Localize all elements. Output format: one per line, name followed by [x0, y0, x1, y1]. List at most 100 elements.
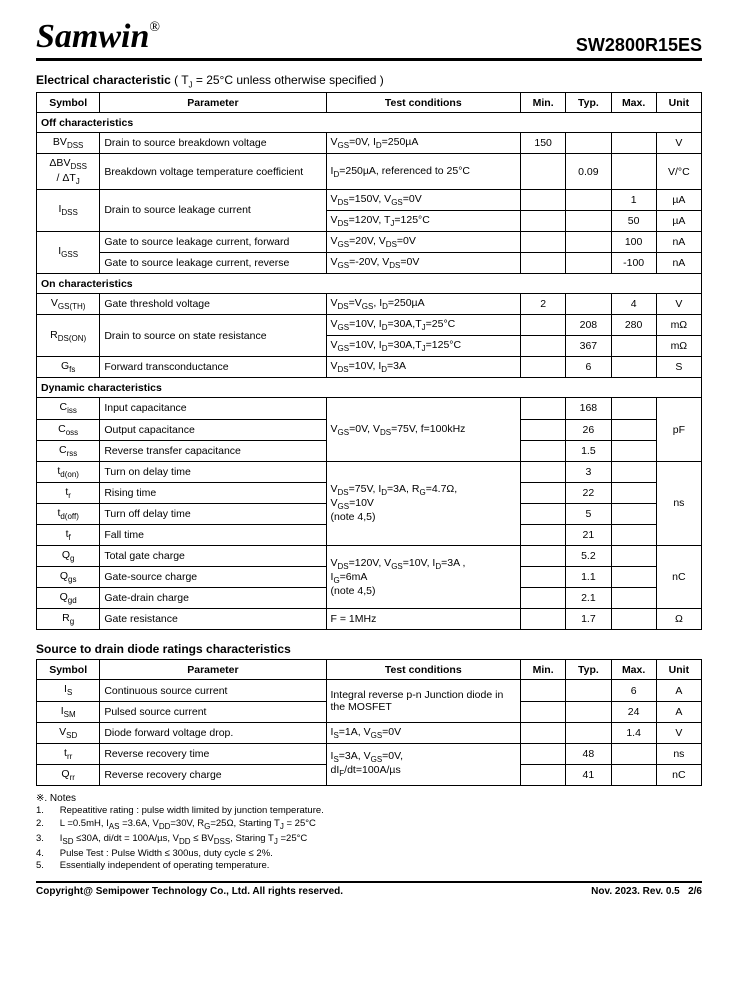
cell-typ [566, 701, 611, 722]
cell-max: 100 [611, 231, 656, 252]
cell-max: 280 [611, 315, 656, 336]
th-min: Min. [521, 660, 566, 680]
table-row: td(on) Turn on delay time VDS=75V, ID=3A… [37, 461, 702, 482]
cell-max [611, 524, 656, 545]
cell-sym: Qgd [37, 588, 100, 609]
cell-sym: RDS(ON) [37, 315, 100, 357]
on-char-header: On characteristics [37, 274, 702, 294]
note-4: 4. Pulse Test : Pulse Width ≤ 300us, dut… [36, 848, 702, 861]
cell-min [521, 722, 566, 743]
cell-typ [566, 189, 611, 210]
cell-max [611, 419, 656, 440]
th-unit: Unit [656, 93, 701, 113]
cell-typ: 6 [566, 357, 611, 378]
cell-sym: IDSS [37, 189, 100, 231]
cell-sym: IGSS [37, 231, 100, 273]
cell-min [521, 252, 566, 273]
cell-max [611, 546, 656, 567]
cell-cond: IS=1A, VGS=0V [326, 722, 521, 743]
cell-param: Gate threshold voltage [100, 294, 326, 315]
cell-sym: Gfs [37, 357, 100, 378]
cell-unit: nA [656, 252, 701, 273]
cell-max: 4 [611, 294, 656, 315]
cell-unit: V [656, 722, 701, 743]
table-row: RDS(ON) Drain to source on state resista… [37, 315, 702, 336]
cell-sym: Qg [37, 546, 100, 567]
footer-copyright: Copyright@ Semipower Technology Co., Ltd… [36, 886, 343, 897]
cell-min: 150 [521, 133, 566, 154]
table-row: IDSS Drain to source leakage current VDS… [37, 189, 702, 210]
cell-min [521, 503, 566, 524]
cell-typ [566, 133, 611, 154]
cell-unit: mΩ [656, 336, 701, 357]
cell-min [521, 764, 566, 785]
cell-typ [566, 294, 611, 315]
cell-min [521, 609, 566, 630]
diode-title: Source to drain diode ratings characteri… [36, 642, 702, 656]
cell-sym: Rg [37, 609, 100, 630]
cell-typ: 48 [566, 743, 611, 764]
cell-typ: 21 [566, 524, 611, 545]
cell-sym: Coss [37, 419, 100, 440]
table-header-row: Symbol Parameter Test conditions Min. Ty… [37, 93, 702, 113]
table-row: IS Continuous source current Integral re… [37, 680, 702, 701]
cell-param: Input capacitance [100, 398, 326, 419]
cell-cond: VGS=0V, VDS=75V, f=100kHz [326, 398, 521, 461]
cell-min [521, 315, 566, 336]
cell-min [521, 336, 566, 357]
elec-table: Symbol Parameter Test conditions Min. Ty… [36, 92, 702, 630]
cell-max [611, 482, 656, 503]
cell-max [611, 609, 656, 630]
cell-param: Drain to source on state resistance [100, 315, 326, 357]
cell-unit: µA [656, 189, 701, 210]
notes-title: ※. Notes [36, 792, 702, 806]
cell-typ: 41 [566, 764, 611, 785]
cell-typ [566, 231, 611, 252]
table-row: VGS(TH) Gate threshold voltage VDS=VGS, … [37, 294, 702, 315]
cell-min [521, 189, 566, 210]
cell-cond: VDS=VGS, ID=250µA [326, 294, 521, 315]
table-row: Gate to source leakage current, reverse … [37, 252, 702, 273]
cell-unit: A [656, 701, 701, 722]
cell-max [611, 503, 656, 524]
cell-param: Gate-drain charge [100, 588, 326, 609]
cell-min [521, 357, 566, 378]
cell-min [521, 680, 566, 701]
cell-cond: VGS=-20V, VDS=0V [326, 252, 521, 273]
cell-max [611, 567, 656, 588]
cell-min [521, 154, 566, 189]
table-row: Qg Total gate charge VDS=120V, VGS=10V, … [37, 546, 702, 567]
cell-unit: nC [656, 546, 701, 609]
table-row: VSD Diode forward voltage drop. IS=1A, V… [37, 722, 702, 743]
cell-cond: VDS=150V, VGS=0V [326, 189, 521, 210]
cell-min [521, 461, 566, 482]
cell-unit: V [656, 294, 701, 315]
cell-typ [566, 680, 611, 701]
cell-max [611, 764, 656, 785]
cell-cond: VGS=10V, ID=30A,TJ=125°C [326, 336, 521, 357]
cell-param: Diode forward voltage drop. [100, 722, 326, 743]
cell-param: Pulsed source current [100, 701, 326, 722]
cell-min [521, 440, 566, 461]
cell-sym: VGS(TH) [37, 294, 100, 315]
cell-min [521, 482, 566, 503]
note-2: 2. L =0.5mH, IAS =3.6A, VDD=30V, RG=25Ω,… [36, 818, 702, 833]
cell-max [611, 743, 656, 764]
cell-typ: 1.7 [566, 609, 611, 630]
table-row: Ciss Input capacitance VGS=0V, VDS=75V, … [37, 398, 702, 419]
off-char-header: Off characteristics [37, 113, 702, 133]
cell-typ: 26 [566, 419, 611, 440]
cell-param: Drain to source leakage current [100, 189, 326, 231]
cell-sym: Qgs [37, 567, 100, 588]
cell-unit: V/°C [656, 154, 701, 189]
cell-cond: VDS=120V, VGS=10V, ID=3A ,IG=6mA(note 4,… [326, 546, 521, 609]
cell-param: Reverse recovery time [100, 743, 326, 764]
cell-unit: ns [656, 461, 701, 545]
cell-param: Gate resistance [100, 609, 326, 630]
th-symbol: Symbol [37, 660, 100, 680]
cell-typ: 3 [566, 461, 611, 482]
cell-max [611, 154, 656, 189]
cell-typ: 168 [566, 398, 611, 419]
cell-max: 1.4 [611, 722, 656, 743]
cell-typ: 5.2 [566, 546, 611, 567]
